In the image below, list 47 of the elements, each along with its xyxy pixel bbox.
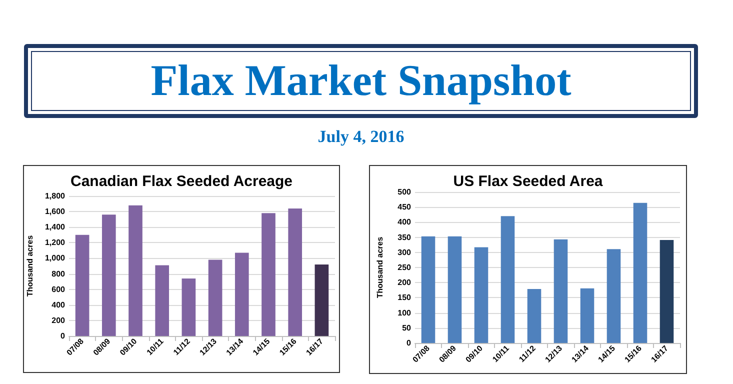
bar xyxy=(314,264,329,336)
text: Flax Market Snapshot xyxy=(150,56,572,105)
bar xyxy=(500,216,515,343)
y-tick-label: 50 xyxy=(402,323,412,332)
chart-title: US Flax Seeded Area xyxy=(453,173,604,190)
y-tick-label: 0 xyxy=(60,332,66,340)
y-tick-label: 1,600 xyxy=(44,207,66,216)
bar xyxy=(474,247,488,343)
y-tick-label: 200 xyxy=(52,316,66,325)
bar xyxy=(660,240,674,343)
y-tick-label: 150 xyxy=(398,293,412,302)
y-tick-label: 0 xyxy=(406,338,412,348)
bar xyxy=(155,265,170,336)
bar xyxy=(421,236,436,343)
y-tick-label: 500 xyxy=(398,188,412,196)
y-tick-label: 200 xyxy=(398,278,412,288)
y-tick-label: 300 xyxy=(398,248,412,257)
y-tick-label: 1,800 xyxy=(44,192,66,200)
chart-title: Canadian Flax Seeded Acreage xyxy=(70,173,293,190)
bar xyxy=(262,213,276,336)
y-tick-label: 1,200 xyxy=(44,238,66,248)
bar xyxy=(580,288,594,343)
bar xyxy=(448,236,462,343)
bar xyxy=(606,249,621,343)
y-tick-label: 350 xyxy=(398,232,412,242)
bar xyxy=(234,252,249,336)
y-tick-label: 1,400 xyxy=(44,222,66,232)
text: July 4, 2016 xyxy=(318,127,404,146)
y-axis-title: Thousand acres xyxy=(376,236,384,298)
bar xyxy=(182,278,196,336)
y-tick-label: 1,000 xyxy=(44,254,66,263)
y-axis-title: Thousand acres xyxy=(26,234,35,297)
y-tick-label: 100 xyxy=(398,308,412,318)
y-tick-label: 400 xyxy=(398,218,412,227)
y-tick-label: 450 xyxy=(398,202,412,212)
bar xyxy=(128,205,142,336)
bar xyxy=(633,202,648,343)
bar xyxy=(75,234,90,336)
y-tick-label: 600 xyxy=(52,284,66,294)
bar xyxy=(554,239,568,343)
bar xyxy=(102,214,116,336)
bar xyxy=(288,208,302,336)
bar xyxy=(527,288,542,343)
y-tick-label: 400 xyxy=(52,300,66,310)
bar xyxy=(208,260,222,336)
y-tick-label: 250 xyxy=(398,263,412,272)
y-tick-label: 800 xyxy=(52,269,66,278)
